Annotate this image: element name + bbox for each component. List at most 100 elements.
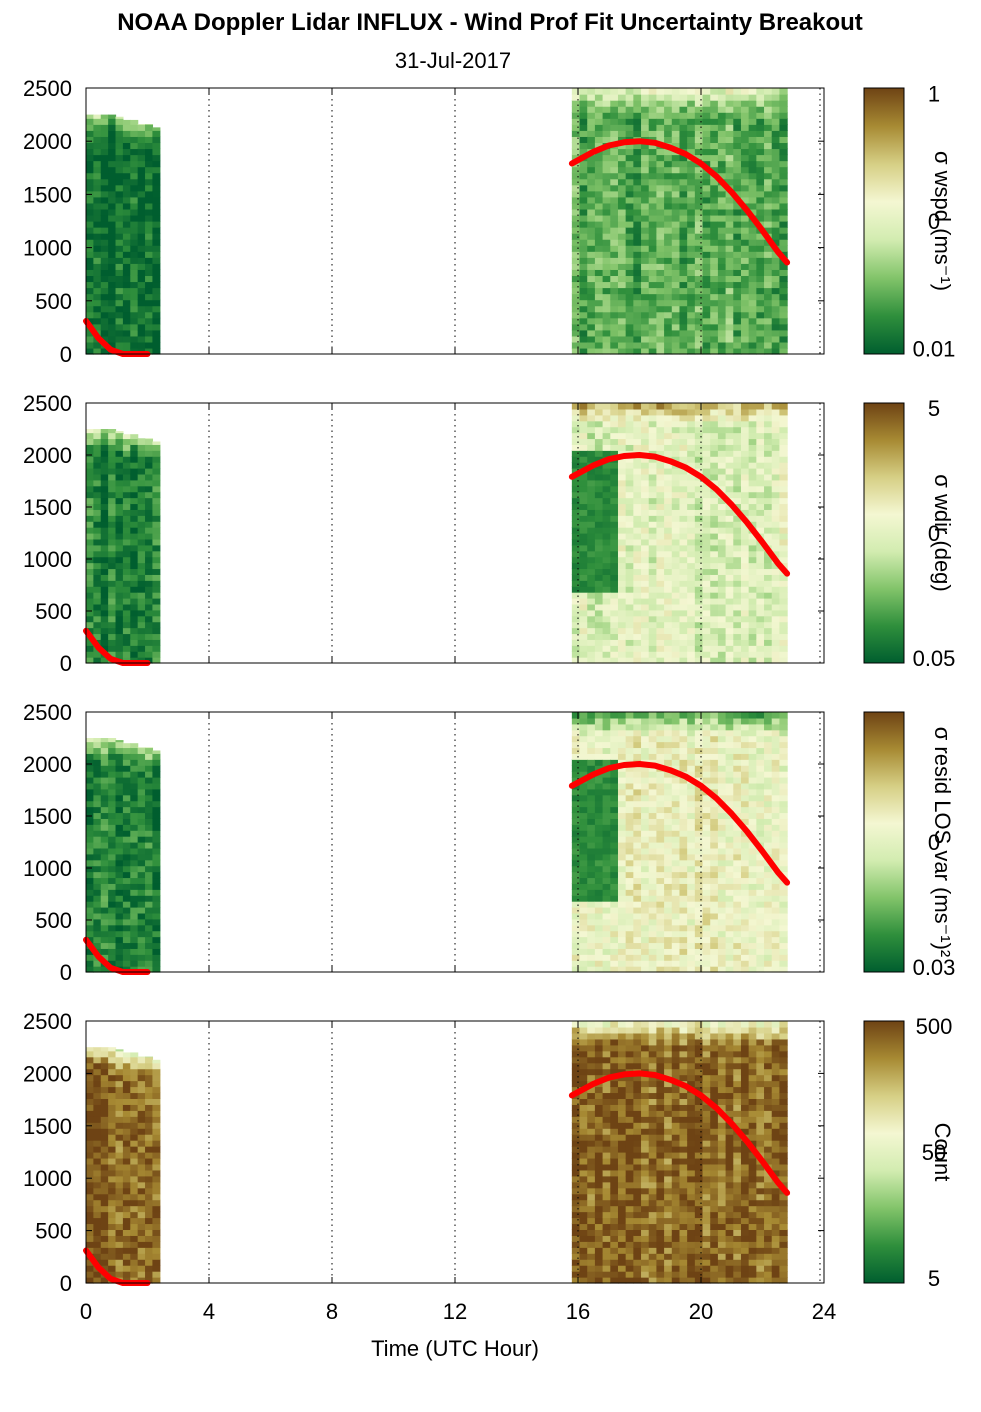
heatmap-cell xyxy=(687,836,696,843)
heatmap-cell xyxy=(633,615,642,623)
heatmap-cell xyxy=(633,609,642,617)
heatmap-cell xyxy=(108,836,117,843)
heatmap-cell xyxy=(740,142,750,150)
heatmap-cell xyxy=(656,329,665,337)
heatmap-cell xyxy=(130,574,139,581)
heatmap-cell xyxy=(145,818,154,825)
heatmap-cell xyxy=(679,912,688,920)
heatmap-cell xyxy=(130,824,139,831)
heatmap-cell xyxy=(130,473,139,481)
heatmap-cell xyxy=(687,462,696,469)
heatmap-cell xyxy=(115,538,124,546)
heatmap-cell xyxy=(764,723,773,731)
heatmap-cell xyxy=(108,190,117,198)
heatmap-cell xyxy=(764,871,773,879)
heatmap-cell xyxy=(656,598,665,605)
heatmap-cell xyxy=(717,753,727,760)
heatmap-cell xyxy=(694,777,704,784)
heatmap-cell xyxy=(641,202,650,210)
heatmap-cell xyxy=(679,172,688,180)
heatmap-cell xyxy=(641,812,650,819)
heatmap-cell xyxy=(756,112,765,119)
heatmap-cell xyxy=(679,118,688,125)
heatmap-cell xyxy=(740,509,750,516)
heatmap-cell xyxy=(130,154,139,162)
heatmap-cell xyxy=(579,208,588,216)
heatmap-cell xyxy=(108,842,117,849)
heatmap-cell xyxy=(702,509,711,516)
heatmap-cell xyxy=(86,550,94,558)
heatmap-cell xyxy=(594,196,604,204)
heatmap-cell xyxy=(656,865,665,873)
heatmap-cell xyxy=(579,954,588,961)
heatmap-cell xyxy=(625,227,634,234)
heatmap-cell xyxy=(671,645,681,652)
heatmap-cell xyxy=(602,503,611,510)
heatmap-cell xyxy=(610,603,619,611)
heatmap-cell xyxy=(656,130,665,137)
heatmap-cell xyxy=(740,426,750,434)
heatmap-cell xyxy=(771,544,781,552)
heatmap-cell xyxy=(717,148,727,156)
heatmap-cell xyxy=(694,574,704,581)
heatmap-cell xyxy=(602,130,611,137)
heatmap-cell xyxy=(93,586,102,593)
heatmap-cell xyxy=(779,806,788,814)
heatmap-cell xyxy=(617,544,627,552)
y-tick-label: 500 xyxy=(35,289,72,314)
heatmap-cell xyxy=(756,293,765,301)
heatmap-cell xyxy=(602,562,611,570)
heatmap-cell xyxy=(694,444,704,451)
heatmap-cell xyxy=(571,556,581,564)
heatmap-cell xyxy=(687,214,696,222)
heatmap-cell xyxy=(656,239,665,246)
heatmap-cell xyxy=(610,233,619,240)
heatmap-cell xyxy=(108,166,117,174)
heatmap-cell xyxy=(740,800,750,808)
heatmap-cell xyxy=(725,603,734,611)
heatmap-cell xyxy=(694,438,704,445)
heatmap-cell xyxy=(610,651,619,658)
heatmap-cell xyxy=(93,901,102,908)
heatmap-cell xyxy=(93,190,102,198)
heatmap-cell xyxy=(115,901,124,908)
heatmap-cell xyxy=(625,735,634,743)
heatmap-cell xyxy=(100,251,109,258)
heatmap-cell xyxy=(571,574,581,581)
heatmap-cell xyxy=(602,450,611,457)
heatmap-cell xyxy=(93,912,102,920)
heatmap-cell xyxy=(610,633,619,640)
heatmap-cell xyxy=(625,633,634,640)
heatmap-cell xyxy=(725,527,734,534)
heatmap-cell xyxy=(771,221,781,228)
heatmap-cell xyxy=(687,788,696,796)
heatmap-cell xyxy=(100,954,109,961)
heatmap-cell xyxy=(641,148,650,156)
heatmap-cell xyxy=(671,651,681,658)
heatmap-cell xyxy=(779,521,788,528)
heatmap-cell xyxy=(648,930,658,938)
heatmap-cell xyxy=(764,966,773,973)
heatmap-cell xyxy=(648,485,658,493)
heatmap-cell xyxy=(130,257,139,264)
heatmap-cell xyxy=(641,550,650,558)
colorbar-tick-label: 1 xyxy=(928,81,940,106)
heatmap-cell xyxy=(679,251,688,258)
heatmap-cell xyxy=(633,812,642,819)
heatmap-cell xyxy=(702,112,711,119)
heatmap-cell xyxy=(633,347,642,355)
heatmap-cell xyxy=(664,747,673,754)
heatmap-cell xyxy=(641,865,650,873)
heatmap-cell xyxy=(108,954,117,961)
heatmap-cell xyxy=(100,621,109,629)
heatmap-cell xyxy=(130,515,139,522)
heatmap-cell xyxy=(93,895,102,902)
heatmap-cell xyxy=(594,580,604,587)
heatmap-cell xyxy=(779,426,788,434)
heatmap-cell xyxy=(587,491,596,499)
heatmap-cell xyxy=(702,598,711,605)
heatmap-cell xyxy=(756,586,765,593)
heatmap-cell xyxy=(764,847,773,855)
heatmap-cell xyxy=(625,924,634,932)
heatmap-cell xyxy=(93,800,102,808)
